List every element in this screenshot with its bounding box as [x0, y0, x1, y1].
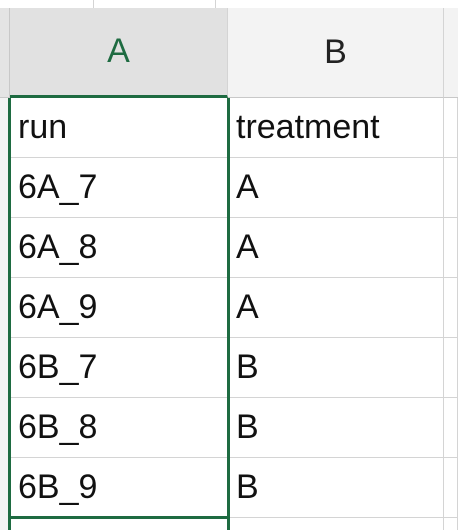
cell-a5[interactable]: 6B_7: [10, 338, 228, 398]
column-header-a[interactable]: A: [10, 8, 228, 98]
selection-border: [8, 516, 230, 519]
column-header-c[interactable]: [444, 8, 458, 98]
cell-a1[interactable]: run: [10, 98, 228, 158]
cell-c1[interactable]: [444, 98, 458, 158]
cell-a4[interactable]: 6A_9: [10, 278, 228, 338]
cell-a8[interactable]: [10, 518, 228, 530]
cell-a6[interactable]: 6B_8: [10, 398, 228, 458]
cell-a7[interactable]: 6B_9: [10, 458, 228, 518]
cell-c5[interactable]: [444, 338, 458, 398]
selection-border: [227, 98, 230, 530]
table-row: 6B_8 B: [10, 398, 458, 458]
cell-b6[interactable]: B: [228, 398, 444, 458]
cell-c4[interactable]: [444, 278, 458, 338]
selection-border: [8, 98, 11, 530]
cell-b5[interactable]: B: [228, 338, 444, 398]
toolbar-divider: [215, 0, 216, 8]
table-row: 6A_9 A: [10, 278, 458, 338]
table-row: 6A_8 A: [10, 218, 458, 278]
select-all-corner[interactable]: [0, 8, 10, 98]
cell-b7[interactable]: B: [228, 458, 444, 518]
cell-b1[interactable]: treatment: [228, 98, 444, 158]
cell-b2[interactable]: A: [228, 158, 444, 218]
cell-b8[interactable]: [228, 518, 444, 530]
cell-c6[interactable]: [444, 398, 458, 458]
cell-a2[interactable]: 6A_7: [10, 158, 228, 218]
table-row: [10, 518, 458, 530]
cell-grid: run treatment 6A_7 A 6A_8 A 6A_9 A 6B_7 …: [10, 98, 458, 530]
table-row: 6A_7 A: [10, 158, 458, 218]
cell-c3[interactable]: [444, 218, 458, 278]
cell-a3[interactable]: 6A_8: [10, 218, 228, 278]
cell-c2[interactable]: [444, 158, 458, 218]
cell-c7[interactable]: [444, 458, 458, 518]
table-row: 6B_9 B: [10, 458, 458, 518]
column-header-b[interactable]: B: [228, 8, 444, 98]
table-row: 6B_7 B: [10, 338, 458, 398]
cell-b4[interactable]: A: [228, 278, 444, 338]
toolbar-divider: [93, 0, 94, 8]
cell-b3[interactable]: A: [228, 218, 444, 278]
cell-c8[interactable]: [444, 518, 458, 530]
table-row: run treatment: [10, 98, 458, 158]
